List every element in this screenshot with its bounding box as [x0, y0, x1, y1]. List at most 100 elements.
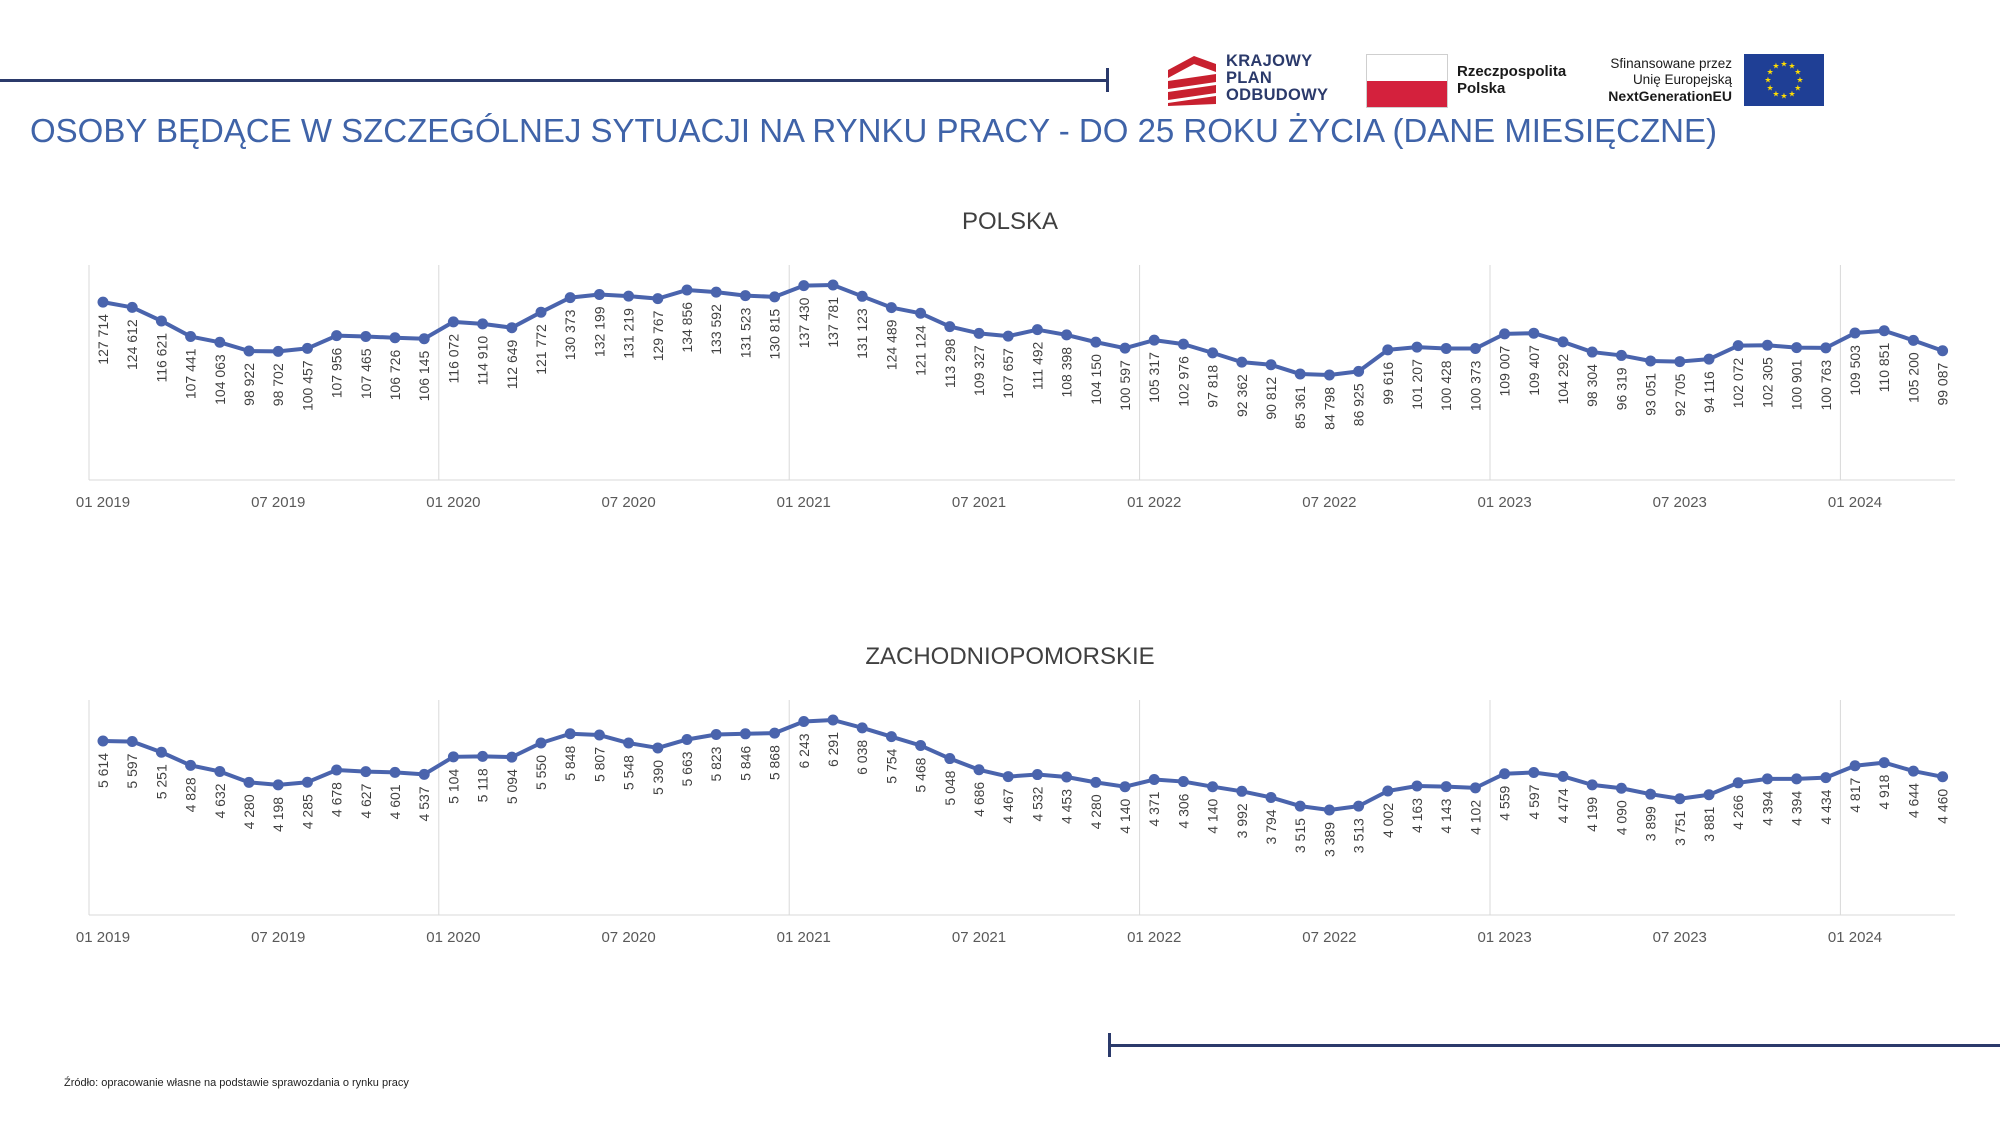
data-point — [681, 733, 693, 745]
data-point — [1382, 785, 1394, 797]
data-point — [1002, 330, 1014, 342]
data-point — [739, 290, 751, 302]
data-point — [856, 290, 868, 302]
data-label: 4 467 — [1000, 788, 1016, 823]
data-label: 107 956 — [329, 347, 345, 398]
data-label: 132 199 — [591, 306, 607, 357]
data-label: 5 550 — [533, 755, 549, 790]
data-label: 4 102 — [1467, 800, 1483, 835]
data-label: 4 163 — [1409, 798, 1425, 833]
data-point — [1615, 349, 1627, 361]
data-point — [593, 288, 605, 300]
data-point — [185, 331, 197, 343]
data-point — [506, 322, 518, 334]
data-label: 105 200 — [1905, 352, 1921, 403]
data-point — [1615, 782, 1627, 794]
data-label: 114 910 — [475, 336, 491, 386]
data-label: 5 663 — [679, 751, 695, 786]
data-point — [1440, 342, 1452, 354]
data-point — [827, 279, 839, 291]
data-point — [331, 330, 343, 342]
data-point — [798, 280, 810, 292]
data-point — [623, 737, 635, 749]
data-label: 133 592 — [708, 304, 724, 355]
x-tick-label: 07 2021 — [952, 929, 1006, 946]
kpo-logo-icon — [1168, 56, 1216, 106]
data-label: 4 371 — [1146, 791, 1162, 826]
data-point — [331, 764, 343, 776]
data-label: 100 457 — [299, 360, 315, 411]
eu-star-icon: ★ — [1796, 76, 1803, 85]
data-label: 4 143 — [1438, 798, 1454, 833]
data-point — [710, 729, 722, 741]
data-point — [1878, 757, 1890, 769]
data-label: 129 767 — [650, 310, 666, 361]
data-label: 3 794 — [1263, 809, 1279, 844]
data-point — [1645, 788, 1657, 800]
kpo-line1: KRAJOWY — [1226, 52, 1313, 70]
eu-line1: Sfinansowane przez — [1610, 56, 1732, 71]
data-label: 5 390 — [650, 760, 666, 795]
x-tick-label: 01 2023 — [1477, 929, 1531, 946]
data-point — [1557, 770, 1569, 782]
data-label: 100 901 — [1789, 359, 1805, 410]
data-label: 85 361 — [1292, 386, 1308, 429]
data-label: 3 751 — [1672, 811, 1688, 846]
data-label: 3 389 — [1321, 822, 1337, 857]
data-label: 96 319 — [1613, 367, 1629, 410]
eu-star-icon: ★ — [1780, 60, 1787, 69]
data-point — [155, 746, 167, 758]
data-point — [126, 301, 138, 313]
data-label: 94 116 — [1701, 371, 1717, 413]
data-point — [1732, 777, 1744, 789]
data-point — [1002, 771, 1014, 783]
data-label: 100 428 — [1438, 360, 1454, 411]
x-tick-label: 01 2022 — [1127, 929, 1181, 946]
data-label: 109 503 — [1847, 345, 1863, 396]
data-label: 4 532 — [1029, 786, 1045, 821]
data-label: 5 048 — [942, 770, 958, 805]
data-label: 99 616 — [1380, 362, 1396, 405]
rp-line1: Rzeczpospolita — [1457, 63, 1567, 80]
data-point — [885, 302, 897, 314]
data-label: 107 465 — [358, 348, 374, 399]
data-point — [214, 765, 226, 777]
data-label: 4 627 — [358, 783, 374, 818]
data-label: 137 781 — [825, 297, 841, 348]
data-point — [1469, 343, 1481, 355]
data-point — [1732, 340, 1744, 352]
data-label: 101 207 — [1409, 359, 1425, 410]
eu-star-icon: ★ — [1788, 62, 1795, 71]
data-label: 100 597 — [1117, 360, 1133, 411]
data-label: 104 150 — [1088, 354, 1104, 405]
data-point — [1820, 772, 1832, 784]
data-point — [360, 766, 372, 778]
kpo-logo-text: KRAJOWY PLAN ODBUDOWY — [1226, 53, 1328, 104]
data-label: 107 441 — [183, 348, 199, 399]
data-point — [1791, 773, 1803, 785]
data-point — [389, 766, 401, 778]
data-point — [885, 731, 897, 743]
x-tick-label: 07 2021 — [952, 494, 1006, 511]
eu-flag-icon: ★ ★★★★★★★★★★★ — [1744, 54, 1824, 106]
data-label: 3 992 — [1234, 803, 1250, 838]
data-point — [1761, 773, 1773, 785]
data-label: 92 362 — [1234, 374, 1250, 417]
eu-star-icon: ★ — [1772, 62, 1779, 71]
data-point — [1382, 344, 1394, 356]
data-label: 131 123 — [854, 308, 870, 359]
data-point — [1586, 346, 1598, 358]
data-label: 5 614 — [95, 753, 111, 788]
x-tick-label: 07 2019 — [251, 929, 305, 946]
data-label: 99 087 — [1935, 363, 1951, 406]
data-point — [973, 327, 985, 339]
data-point — [418, 333, 430, 345]
data-label: 131 523 — [737, 307, 753, 358]
eu-star-icon: ★ — [1767, 68, 1774, 77]
data-label: 111 492 — [1029, 341, 1045, 390]
data-point — [506, 751, 518, 763]
data-point — [447, 751, 459, 763]
x-tick-label: 01 2019 — [76, 929, 130, 946]
data-label: 4 632 — [212, 783, 228, 818]
data-point — [1703, 789, 1715, 801]
